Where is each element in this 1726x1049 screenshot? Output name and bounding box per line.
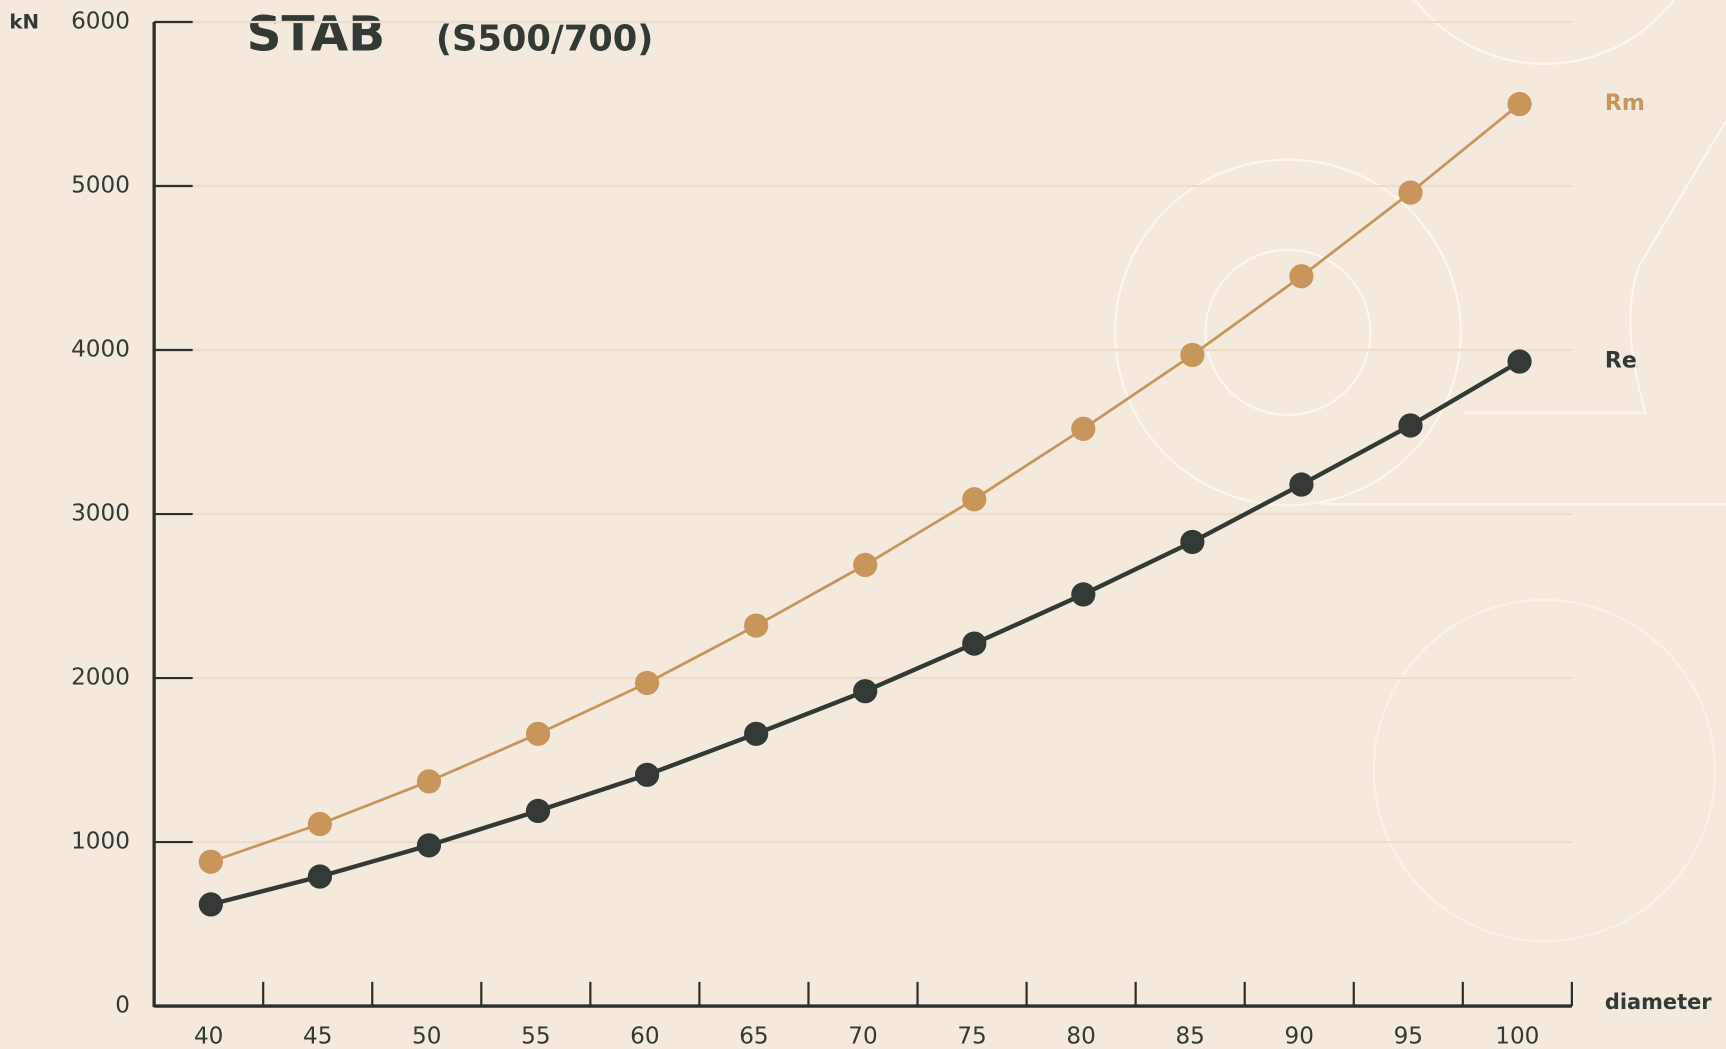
- data-point: [1507, 349, 1532, 374]
- chart-subtitle: (S500/700): [436, 19, 653, 60]
- decoration: [1113, 0, 1726, 943]
- data-point: [744, 613, 769, 638]
- y-tick-label: 2000: [71, 665, 130, 691]
- y-tick-label: 1000: [71, 829, 130, 855]
- data-point: [525, 798, 551, 824]
- y-tick-label: 0: [115, 993, 130, 1019]
- chart-title: STAB: [247, 6, 386, 62]
- x-tick-label: 75: [957, 1023, 986, 1049]
- x-tick-label: 65: [739, 1023, 768, 1049]
- data-point: [634, 670, 660, 696]
- data-point: [1071, 582, 1096, 607]
- y-tick-label: 6000: [71, 9, 130, 35]
- data-point: [525, 721, 551, 746]
- x-tick-label: 55: [521, 1023, 550, 1049]
- y-axis-label: kN: [9, 11, 39, 34]
- data-point: [634, 762, 660, 787]
- plot: 0 1000 2000 3000 4000 5000 6000 40 45 50 55 60 65 70 7…: [71, 9, 1645, 1049]
- x-tick-label: 90: [1285, 1023, 1314, 1049]
- data-point: [1289, 264, 1314, 289]
- y-tick-label: 3000: [71, 501, 130, 527]
- x-tick-label: 95: [1394, 1023, 1423, 1049]
- data-point: [1289, 472, 1314, 497]
- data-point: [853, 552, 878, 577]
- data-point: [1071, 416, 1096, 441]
- data-point: [416, 769, 442, 794]
- data-point: [1398, 413, 1423, 438]
- data-point: [198, 892, 223, 917]
- data-point: [853, 679, 878, 704]
- x-tick-label: 100: [1495, 1023, 1539, 1049]
- x-axis-label: diameter: [1605, 990, 1712, 1014]
- x-tick-label: 85: [1175, 1023, 1204, 1049]
- x-tick-label: 60: [630, 1023, 659, 1049]
- legend-label: Re: [1605, 349, 1637, 374]
- data-point: [962, 631, 987, 656]
- data-point: [198, 849, 223, 874]
- x-tick-label: 80: [1066, 1023, 1095, 1049]
- data-point: [1180, 342, 1205, 368]
- x-tick-label: 45: [303, 1023, 332, 1049]
- x-tick-label: 50: [412, 1023, 441, 1049]
- x-tick-label: 70: [848, 1023, 877, 1049]
- data-point: [962, 487, 987, 512]
- x-tick-label: 40: [194, 1023, 223, 1049]
- legend-label: Rm: [1605, 91, 1645, 116]
- y-tick-label: 4000: [71, 337, 130, 363]
- data-point: [1180, 529, 1205, 555]
- data-point: [307, 811, 333, 837]
- y-tick-label: 5000: [71, 173, 130, 199]
- data-point: [744, 721, 769, 746]
- data-point: [416, 833, 442, 858]
- data-point: [1398, 180, 1423, 205]
- data-point: [307, 864, 333, 889]
- data-point: [1507, 91, 1532, 117]
